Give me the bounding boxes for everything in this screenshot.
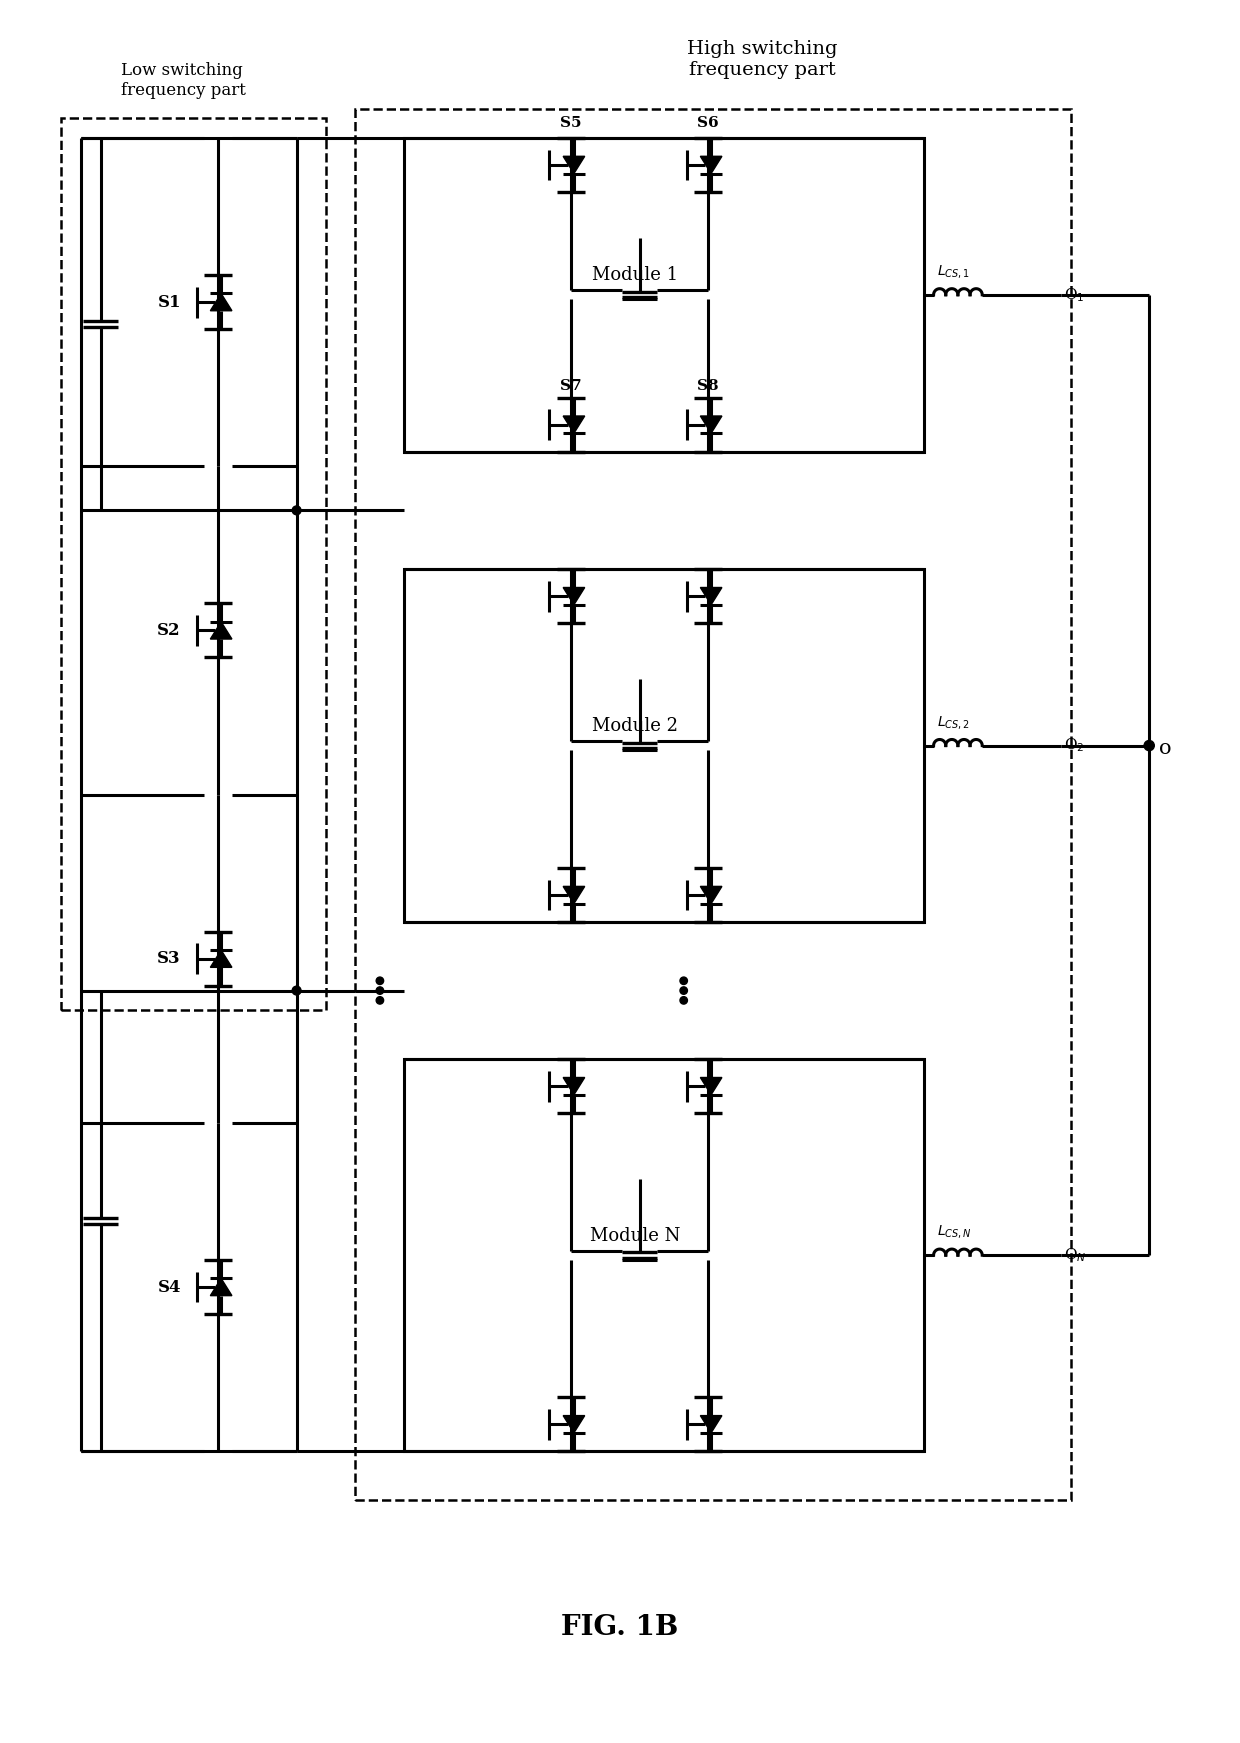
Polygon shape bbox=[701, 157, 722, 174]
Text: High switching
frequency part: High switching frequency part bbox=[687, 40, 837, 78]
Polygon shape bbox=[701, 417, 722, 434]
Text: Low switching
frequency part: Low switching frequency part bbox=[122, 63, 247, 99]
Polygon shape bbox=[563, 587, 585, 605]
Text: $L_{CS,2}$: $L_{CS,2}$ bbox=[936, 715, 970, 730]
Polygon shape bbox=[563, 1077, 585, 1095]
Polygon shape bbox=[701, 1415, 722, 1433]
Polygon shape bbox=[563, 887, 585, 903]
Circle shape bbox=[293, 987, 301, 995]
Text: S3: S3 bbox=[157, 950, 181, 967]
Circle shape bbox=[376, 987, 383, 994]
Circle shape bbox=[376, 978, 383, 985]
Text: S5: S5 bbox=[560, 117, 582, 131]
Polygon shape bbox=[701, 887, 722, 903]
Circle shape bbox=[376, 997, 383, 1004]
Text: Module N: Module N bbox=[589, 1227, 680, 1245]
Circle shape bbox=[680, 997, 687, 1004]
Text: S6: S6 bbox=[697, 117, 719, 131]
Polygon shape bbox=[211, 622, 232, 640]
Polygon shape bbox=[563, 157, 585, 174]
Polygon shape bbox=[701, 1077, 722, 1095]
Polygon shape bbox=[211, 950, 232, 967]
Text: FIG. 1B: FIG. 1B bbox=[562, 1614, 678, 1642]
Text: S7: S7 bbox=[560, 378, 582, 392]
Circle shape bbox=[1145, 741, 1154, 751]
Text: S4: S4 bbox=[157, 1279, 181, 1295]
Polygon shape bbox=[211, 1278, 232, 1295]
Polygon shape bbox=[211, 293, 232, 310]
Circle shape bbox=[680, 978, 687, 985]
Text: $L_{CS,1}$: $L_{CS,1}$ bbox=[936, 263, 970, 281]
Text: O$_N$: O$_N$ bbox=[1064, 1246, 1086, 1264]
Polygon shape bbox=[563, 417, 585, 434]
Polygon shape bbox=[701, 587, 722, 605]
Text: Module 1: Module 1 bbox=[591, 267, 678, 284]
Text: Module 2: Module 2 bbox=[591, 716, 678, 736]
Text: O$_1$: O$_1$ bbox=[1064, 286, 1084, 303]
Text: o: o bbox=[1159, 739, 1172, 758]
Text: S1: S1 bbox=[157, 293, 181, 310]
Text: S8: S8 bbox=[697, 378, 719, 392]
Circle shape bbox=[680, 987, 687, 994]
Circle shape bbox=[293, 505, 301, 514]
Polygon shape bbox=[563, 1415, 585, 1433]
Text: S2: S2 bbox=[157, 622, 181, 640]
Text: O$_2$: O$_2$ bbox=[1064, 737, 1084, 755]
Text: $L_{CS,N}$: $L_{CS,N}$ bbox=[936, 1224, 971, 1241]
